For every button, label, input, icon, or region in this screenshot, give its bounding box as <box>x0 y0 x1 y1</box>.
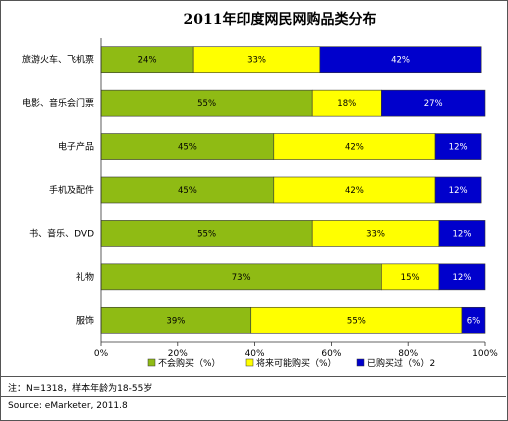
bar-segment <box>461 306 486 334</box>
data-label: 33% <box>366 229 385 239</box>
bar-segment <box>100 263 382 291</box>
footer-source: Source: eMarketer, 2011.8 <box>8 401 128 411</box>
data-label: 33% <box>247 56 266 66</box>
legend: 不会购买（%） 将来可能购买（%） 已购买过（%）2 <box>147 357 435 369</box>
footer-note: 注：N=1318，样本年龄为18-55岁 <box>8 384 153 394</box>
bar-segment <box>273 176 436 204</box>
x-tick-label: 0% <box>94 349 109 359</box>
bar-segment <box>319 46 482 74</box>
bar-segment <box>434 133 482 160</box>
legend-label: 将来可能购买（%） <box>256 357 337 369</box>
data-label: 42% <box>345 143 364 153</box>
category-label: 书、音乐、DVD <box>29 227 94 239</box>
data-label: 73% <box>232 273 251 283</box>
bar-segment <box>381 263 440 291</box>
data-label: 18% <box>337 99 356 109</box>
footer-divider-middle <box>0 396 506 397</box>
x-tick-label: 20% <box>168 349 188 359</box>
data-label: 45% <box>178 143 197 153</box>
data-label: 45% <box>178 186 197 196</box>
bar-segment <box>311 89 382 117</box>
data-label: 55% <box>347 316 366 326</box>
bar-segment <box>250 306 463 334</box>
footer-divider-top <box>0 376 506 377</box>
bars-layer: 24% 33% 42% 55% 18% 27% 45% 42% 12% 45% 42% 12% 55% 3… <box>100 46 486 334</box>
x-tick-label: 60% <box>321 349 341 359</box>
bar-segment <box>438 220 486 247</box>
legend-swatch <box>245 358 254 367</box>
category-label: 旅游火车、飞机票 <box>22 54 94 66</box>
category-label: 手机及配件 <box>49 184 94 196</box>
chart-title: 2011年印度网民网购品类分布 <box>184 11 377 28</box>
category-label: 电影、音乐会门票 <box>22 97 94 109</box>
bar-segment <box>100 89 313 117</box>
bar-segment <box>100 220 313 247</box>
bar-segment <box>273 133 436 160</box>
bar-segment <box>100 46 194 74</box>
legend-label: 不会购买（%） <box>158 357 221 369</box>
data-label: 42% <box>345 186 364 196</box>
x-tick-label: 100% <box>472 349 498 359</box>
bar-segment <box>100 306 252 334</box>
data-label: 12% <box>453 229 472 239</box>
data-label: 39% <box>166 316 185 326</box>
data-label: 12% <box>453 273 472 283</box>
bar-segment <box>438 263 486 291</box>
bar-segment <box>192 46 321 74</box>
bar-segment <box>381 89 486 117</box>
legend-swatch <box>147 358 156 367</box>
data-label: 27% <box>424 99 443 109</box>
data-label: 55% <box>197 99 216 109</box>
category-label: 礼物 <box>76 271 94 283</box>
data-label: 42% <box>391 56 410 66</box>
x-tick-label: 40% <box>245 349 265 359</box>
bar-segment <box>434 176 482 204</box>
x-axis: 0% 20% 40% 60% 80% 100% <box>94 38 498 359</box>
x-tick-label: 80% <box>398 349 418 359</box>
category-label: 服饰 <box>76 314 94 326</box>
legend-swatch <box>356 358 365 367</box>
data-label: 12% <box>449 186 468 196</box>
data-label: 6% <box>467 316 481 326</box>
data-label: 55% <box>197 229 216 239</box>
category-label: 电子产品 <box>58 141 94 153</box>
legend-label: 已购买过（%）2 <box>367 357 435 369</box>
data-label: 12% <box>449 143 468 153</box>
data-label: 15% <box>401 273 420 283</box>
data-label: 24% <box>138 56 157 66</box>
